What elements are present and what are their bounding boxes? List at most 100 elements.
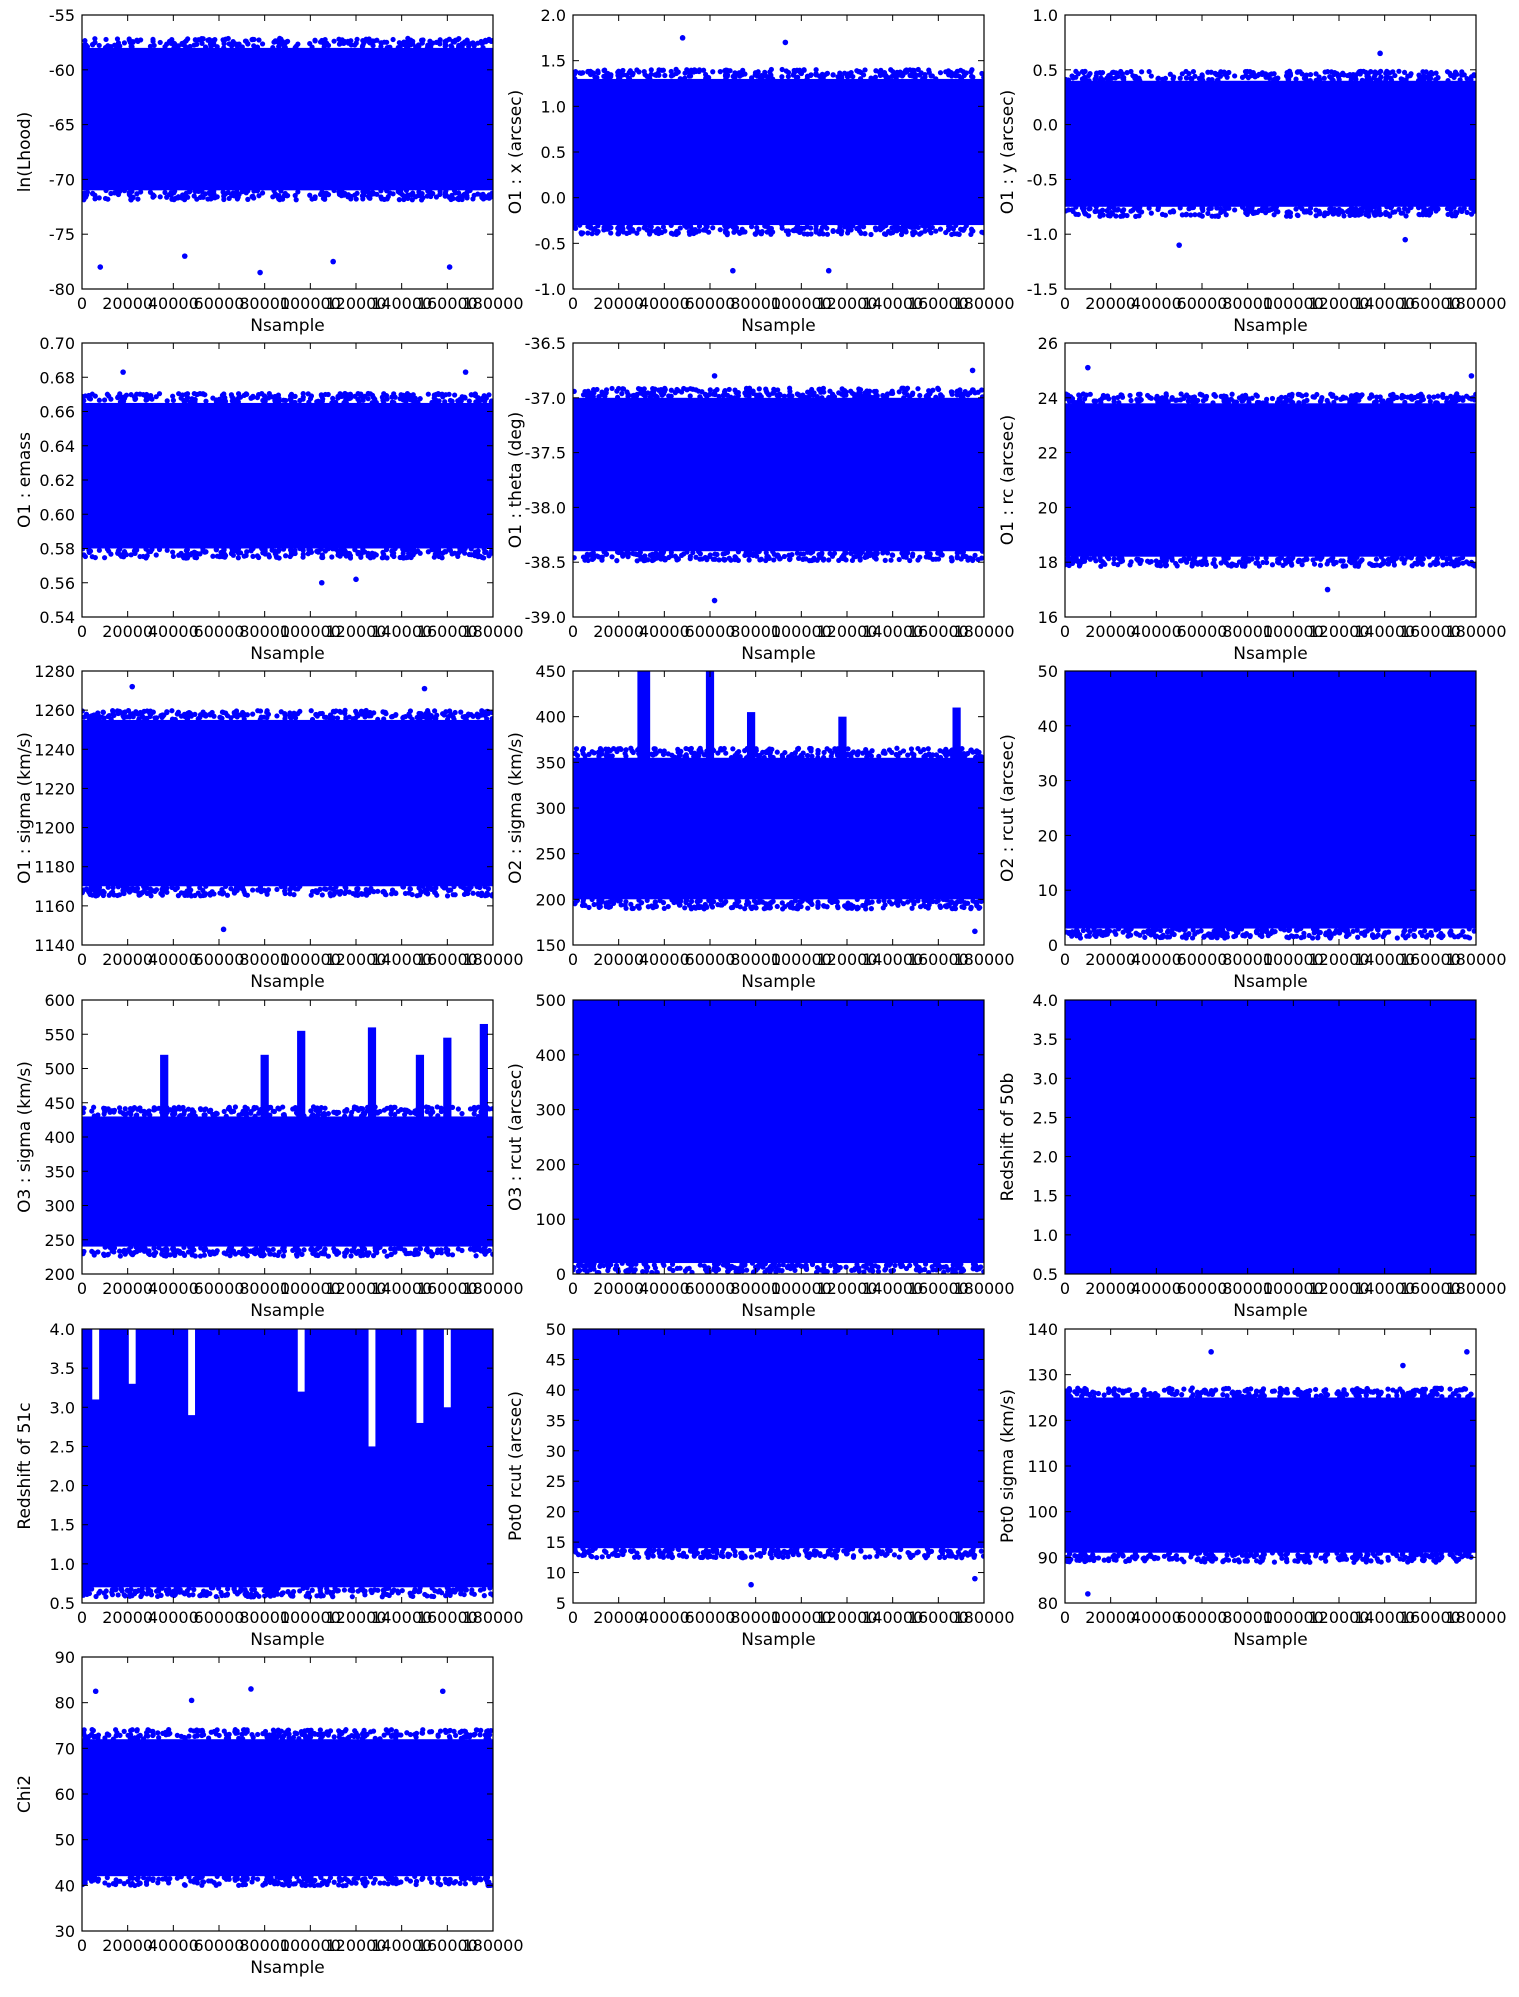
sample-point (759, 75, 765, 81)
sample-point (1205, 662, 1210, 667)
sample-point (938, 551, 944, 558)
sample-point (416, 710, 422, 717)
sample-point (463, 716, 469, 723)
sample-point (650, 389, 656, 395)
sample-point (675, 230, 681, 236)
sample-point (170, 393, 176, 399)
sample-point (686, 746, 693, 752)
sample-point (463, 888, 469, 894)
sample-point (874, 393, 880, 399)
sample-point (901, 390, 908, 396)
sample-point (1154, 393, 1160, 399)
sample-point (1145, 664, 1150, 669)
sample-point (622, 902, 628, 908)
sample-point (1252, 74, 1258, 80)
sample-point (968, 69, 974, 75)
sample-point (1215, 77, 1221, 83)
sample-point (1158, 664, 1163, 669)
sample-point (207, 892, 213, 898)
sample-point (933, 76, 939, 82)
sample-point (470, 196, 476, 202)
sample-point (696, 388, 702, 394)
sample-point (709, 904, 716, 910)
sample-point (808, 72, 814, 78)
sample-point (1221, 556, 1227, 563)
sample-point (660, 67, 667, 73)
sample-point (765, 748, 771, 754)
x-tick-label: 160000 (908, 294, 969, 313)
sample-point (679, 552, 685, 558)
sample-point (1325, 69, 1331, 75)
y-tick-label: 0.54 (39, 608, 75, 627)
subplot-2: 0 200004000060000800001000001200001400001… (506, 6, 1015, 336)
y-tick-label: 2.0 (541, 6, 566, 25)
sample-point (604, 71, 610, 77)
sample-point (891, 72, 898, 79)
sample-point (1401, 660, 1406, 665)
sample-point (1263, 555, 1269, 561)
sample-point (1290, 399, 1296, 406)
sample-point (979, 387, 984, 393)
sample-point (83, 711, 90, 717)
sample-point (797, 69, 804, 76)
sample-point (1297, 392, 1303, 398)
sample-point (901, 395, 907, 401)
sample-point (824, 231, 831, 237)
sample-point (164, 194, 170, 200)
sample-point (794, 550, 800, 556)
sample-point (1271, 212, 1277, 218)
sample-point (1233, 664, 1238, 669)
sample-point (883, 222, 889, 229)
sample-point (852, 549, 858, 555)
x-tick-label: 120000 (816, 622, 877, 641)
sample-point (958, 393, 964, 400)
sample-point (1080, 927, 1086, 934)
sample-point (1390, 69, 1396, 75)
sample-point (464, 193, 470, 199)
sample-point (800, 556, 806, 563)
sample-point (205, 196, 211, 202)
x-tick-label: 160000 (1400, 622, 1461, 641)
sample-point (805, 389, 811, 395)
sample-point (1154, 664, 1159, 669)
x-tick-label: 120000 (325, 622, 386, 641)
dense-sample-band (573, 397, 984, 552)
y-tick-label: 0.56 (39, 574, 75, 593)
sample-point (216, 554, 223, 560)
sample-point (114, 44, 120, 50)
sample-point (380, 549, 386, 555)
sample-point (831, 394, 838, 400)
sample-point (783, 68, 789, 74)
sample-point (321, 886, 328, 892)
sample-point (1384, 204, 1390, 210)
sample-point (1166, 659, 1171, 664)
sample-point (1189, 935, 1196, 941)
sample-point (221, 547, 227, 553)
sample-point (132, 396, 139, 402)
sample-point (978, 898, 984, 905)
sample-point (636, 897, 642, 903)
sample-point (1162, 75, 1169, 81)
y-tick-label: 1.0 (541, 97, 566, 116)
sample-point (1351, 394, 1357, 400)
sample-point (1402, 399, 1408, 405)
sample-point (372, 396, 378, 402)
sample-point (1260, 400, 1266, 406)
y-tick-label: 400 (535, 708, 566, 727)
x-tick-label: 140000 (1354, 622, 1415, 641)
sample-point (601, 391, 607, 397)
sample-point (923, 554, 929, 560)
data-points (82, 683, 493, 933)
sample-point (314, 548, 320, 554)
sample-point (928, 754, 934, 760)
axes-frame (1064, 342, 1477, 618)
sample-point (477, 884, 483, 891)
x-axis-label: Nsample (250, 316, 325, 336)
sample-point (1388, 205, 1394, 211)
sample-point (1349, 72, 1356, 78)
sample-point (640, 391, 646, 398)
sample-point (1330, 392, 1336, 398)
sample-point (590, 550, 596, 556)
sample-point (1468, 77, 1474, 83)
sample-point (264, 709, 270, 715)
